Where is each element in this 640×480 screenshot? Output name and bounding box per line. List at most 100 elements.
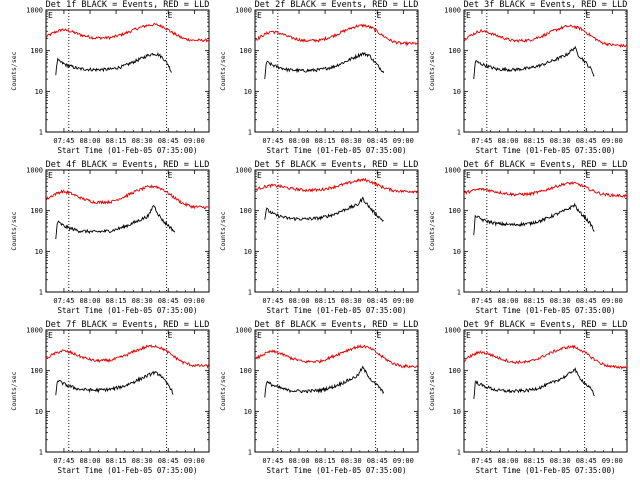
marker-label: E [586,331,591,340]
x-tick-label: 08:45 [576,137,597,145]
x-tick-label: 09:00 [184,297,205,305]
marker-label: E [168,331,173,340]
plot-frame [463,9,628,133]
series-events-line [473,202,595,236]
x-tick-label: 09:00 [184,457,205,465]
x-axis-ticks: 07:45 08:00 08:15 08:30 08:45 09:00 [262,170,414,305]
series-lld-line [254,344,419,369]
y-tick-label: 100 [30,207,43,215]
y-axis-ticks: 1 10 100 1000 [444,167,627,297]
x-tick-label: 08:30 [550,297,571,305]
x-axis-label: Start Time (01-Feb-05 07:35:00) [476,146,616,155]
x-tick-label: 07:45 [53,457,74,465]
x-tick-label: 08:00 [497,297,518,305]
x-axis-ticks: 07:45 08:00 08:15 08:30 08:45 09:00 [471,10,623,145]
x-tick-label: 08:45 [158,297,179,305]
series-events-line [55,370,174,396]
plot-frame [254,329,419,453]
x-tick-label: 08:30 [341,457,362,465]
y-axis-ticks: 1 10 100 1000 [26,327,209,457]
y-tick-label: 1 [39,129,43,137]
marker-label: E [48,331,53,340]
marker-label: E [48,11,53,20]
y-tick-label: 100 [448,367,461,375]
panel-det-4: Det 4f BLACK = Events, RED = LLD 1 10 100 10… [10,160,210,315]
series-events-line [264,51,385,80]
x-axis-label: Start Time (01-Feb-05 07:35:00) [476,466,616,475]
x-axis-label: Start Time (01-Feb-05 07:35:00) [58,306,198,315]
x-tick-label: 08:00 [497,457,518,465]
y-axis-label: Counts/sec [10,371,18,410]
y-tick-label: 1 [248,129,252,137]
x-axis-ticks: 07:45 08:00 08:15 08:30 08:45 09:00 [262,330,414,465]
series-lld-line [463,24,628,48]
y-tick-label: 10 [35,248,43,256]
x-tick-label: 09:00 [393,137,414,145]
plot-frame [463,329,628,453]
panel-det-9: Det 9f BLACK = Events, RED = LLD 1 10 100 10… [428,320,628,475]
x-tick-label: 08:00 [79,297,100,305]
series-events-line [264,365,385,398]
x-tick-label: 08:15 [315,297,336,305]
panel-title: Det 6f BLACK = Events, RED = LLD [464,160,628,170]
x-tick-label: 07:45 [262,297,283,305]
y-tick-label: 10 [244,248,252,256]
y-tick-label: 1000 [235,7,252,15]
marker-label: E [257,171,262,180]
panel-title: Det 2f BLACK = Events, RED = LLD [255,0,419,10]
marker-label: E [257,331,262,340]
y-tick-label: 1000 [235,167,252,175]
y-axis-label: Counts/sec [428,51,436,90]
marker-label: E [377,331,382,340]
y-tick-label: 10 [244,88,252,96]
y-tick-label: 10 [453,248,461,256]
y-tick-label: 1000 [444,7,461,15]
y-tick-label: 100 [30,47,43,55]
series-lld-line [463,344,628,370]
y-tick-label: 1000 [26,327,43,335]
x-tick-label: 07:45 [53,137,74,145]
x-tick-label: 08:00 [288,137,309,145]
x-axis-label: Start Time (01-Feb-05 07:35:00) [267,146,407,155]
marker-label: E [257,11,262,20]
marker-label: E [168,11,173,20]
y-tick-label: 100 [448,47,461,55]
panel-title: Det 3f BLACK = Events, RED = LLD [464,0,628,10]
panel-det-6: Det 6f BLACK = Events, RED = LLD 1 10 100 10… [428,160,628,315]
y-axis-label: Counts/sec [10,211,18,250]
x-tick-label: 08:45 [576,457,597,465]
plot-frame [45,169,210,293]
marker-label: E [377,11,382,20]
x-tick-label: 08:30 [550,137,571,145]
x-axis-label: Start Time (01-Feb-05 07:35:00) [476,306,616,315]
x-tick-label: 08:00 [497,137,518,145]
x-tick-label: 08:15 [106,457,127,465]
x-tick-label: 08:15 [524,457,545,465]
y-tick-label: 10 [453,88,461,96]
x-tick-label: 07:45 [471,137,492,145]
x-tick-label: 09:00 [184,137,205,145]
marker-label: E [377,171,382,180]
x-tick-label: 08:15 [524,137,545,145]
y-axis-ticks: 1 10 100 1000 [235,167,418,297]
panel-det-7: Det 7f BLACK = Events, RED = LLD 1 10 100 10… [10,320,210,475]
x-axis-ticks: 07:45 08:00 08:15 08:30 08:45 09:00 [53,170,205,305]
y-tick-label: 1000 [444,167,461,175]
x-tick-label: 08:45 [367,457,388,465]
x-axis-label: Start Time (01-Feb-05 07:35:00) [58,466,198,475]
y-axis-ticks: 1 10 100 1000 [444,7,627,137]
x-axis-ticks: 07:45 08:00 08:15 08:30 08:45 09:00 [471,330,623,465]
series-lld-line [45,22,210,43]
marker-label: E [586,11,591,20]
x-tick-label: 09:00 [602,137,623,145]
y-tick-label: 10 [244,408,252,416]
x-tick-label: 08:00 [288,457,309,465]
plot-frame [45,329,210,453]
y-axis-ticks: 1 10 100 1000 [444,327,627,457]
series-events-line [264,196,384,222]
y-tick-label: 1000 [235,327,252,335]
x-tick-label: 08:15 [524,297,545,305]
x-axis-label: Start Time (01-Feb-05 07:35:00) [58,146,198,155]
y-tick-label: 1000 [444,327,461,335]
y-tick-label: 1 [457,129,461,137]
